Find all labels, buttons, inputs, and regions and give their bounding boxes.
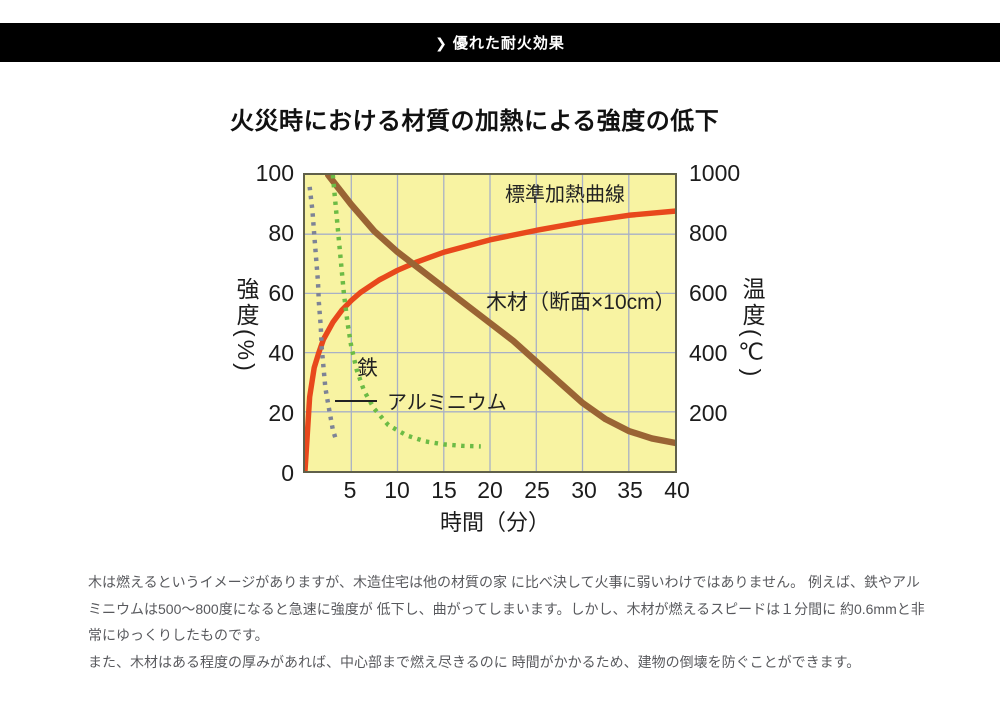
y-right-tick-800: 800 [689, 220, 728, 246]
x-tick-30: 30 [571, 477, 597, 503]
x-tick-35: 35 [617, 477, 643, 503]
x-axis-title: 時間（分） [439, 510, 550, 535]
y-right-tick-400: 400 [689, 340, 728, 366]
y-left-tick-100: 100 [255, 160, 294, 186]
x-tick-40: 40 [664, 477, 690, 503]
aluminum-legend-row: アルミニウム [335, 386, 507, 415]
y-right-axis-title: 温度(℃) [739, 277, 765, 380]
label-aluminum-curve: アルミニウム [387, 392, 507, 414]
section-header-label: 優れた耐火効果 [452, 35, 565, 52]
label-wood-curve: 木材（断面×10cm） [486, 291, 676, 314]
y-right-tick-600: 600 [689, 280, 728, 306]
x-tick-10: 10 [384, 477, 410, 503]
y-left-tick-0: 0 [281, 460, 294, 486]
description-line-2: ミニウムは500〜800度になると急速に強度が 低下し、曲がってしまいます。しか… [88, 600, 925, 617]
description-line-1: 木は燃えるというイメージがありますが、木造住宅は他の材質の家 に比べ決して火事に… [88, 574, 920, 590]
chart-title: 火災時における材質の加熱による強度の低下 [230, 108, 720, 135]
description-text: 木は燃えるというイメージがありますが、木造住宅は他の材質の家 に比べ決して火事に… [88, 569, 933, 675]
description-line-3: 常にゆっくりしたものです。 [88, 627, 269, 643]
label-iron-curve: 鉄 [357, 357, 378, 380]
y-left-axis-title: 強度(%) [233, 277, 259, 374]
section-header-bar[interactable]: ❯ 優れた耐火効果 [0, 23, 1000, 62]
chevron-right-icon: ❯ [435, 34, 447, 51]
y-left-tick-40: 40 [268, 340, 294, 366]
x-tick-20: 20 [477, 477, 503, 503]
y-left-tick-20: 20 [268, 400, 294, 426]
chart-plot-area: 標準加熱曲線 木材（断面×10cm） 鉄 アルミニウム [303, 173, 677, 473]
y-right-tick-200: 200 [689, 400, 728, 426]
x-tick-5: 5 [343, 477, 357, 503]
aluminum-leader-line [335, 399, 377, 402]
x-tick-25: 25 [524, 477, 550, 503]
y-left-tick-80: 80 [268, 220, 294, 246]
x-tick-15: 15 [431, 477, 457, 503]
y-right-tick-1000: 1000 [689, 160, 741, 186]
chart-canvas [305, 175, 675, 471]
description-line-4: また、木材はある程度の厚みがあれば、中心部まで燃え尽きるのに 時間がかかるため、… [88, 653, 861, 670]
y-left-tick-60: 60 [268, 280, 294, 306]
label-standard-heating-curve: 標準加熱曲線 [505, 184, 625, 206]
